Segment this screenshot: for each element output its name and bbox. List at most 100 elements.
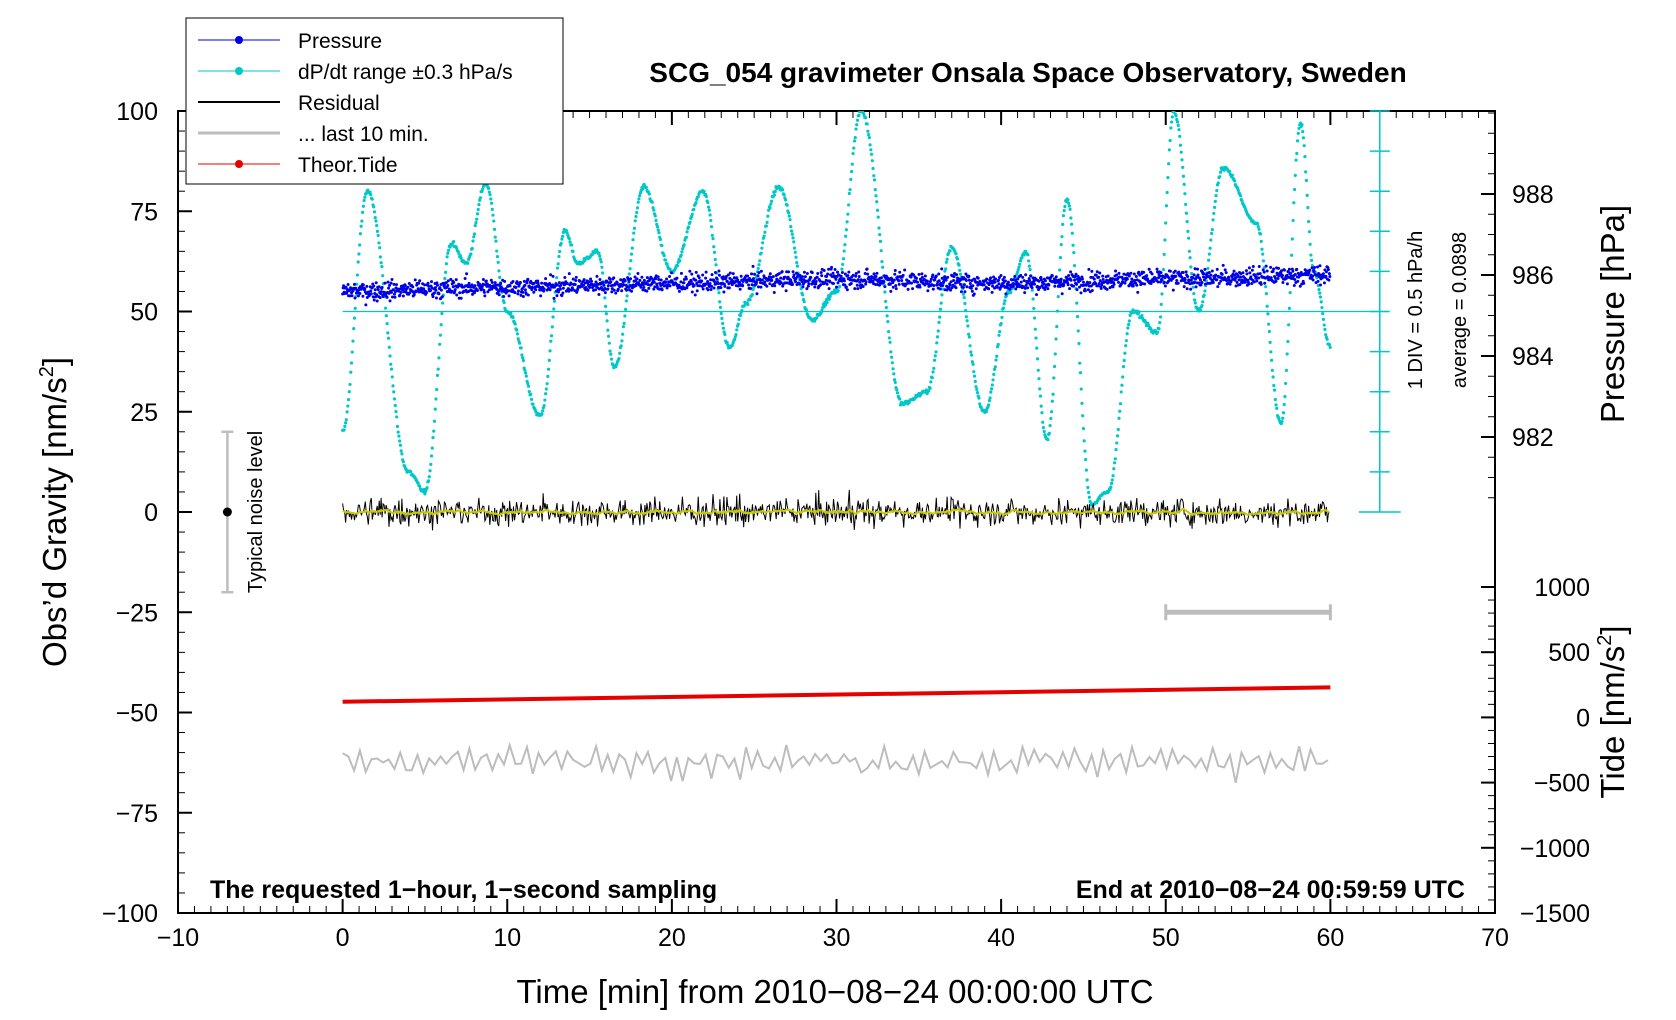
dpdt-point [389,362,393,366]
pressure-point [422,287,426,291]
dpdt-point [480,189,484,194]
pressure-point [1271,269,1275,273]
pressure-point [677,289,681,293]
pressure-point [470,283,474,287]
dpdt-point [938,307,943,311]
pressure-point [1295,267,1299,271]
pressure-point [836,281,840,285]
dpdt-point [409,470,413,474]
pressure-point [1083,289,1087,293]
pressure-point [401,294,405,298]
dpdt-point [875,200,879,204]
dpdt-point [722,330,726,334]
pressure-point [1014,287,1018,291]
dpdt-point [1270,368,1274,372]
dpdt-point [758,259,762,263]
dpdt-point [1236,188,1240,192]
dpdt-point [489,201,494,205]
dpdt-point [373,216,377,220]
pressure-point [864,280,868,284]
dpdt-point [527,390,531,394]
dpdt-point [1272,388,1277,392]
pressure-point [388,283,392,287]
pressure-point [521,295,525,299]
pressure-point [358,292,362,296]
dpdt-point [621,325,625,329]
pressure-point [1117,280,1121,284]
dpdt-point [706,205,711,209]
pressure-point [1039,275,1043,279]
pressure-point [514,285,518,289]
pressure-point [715,277,719,281]
dpdt-point [889,350,893,354]
dpdt-point [766,214,770,218]
pressure-point [866,272,870,276]
dpdt-point [524,374,528,378]
dpdt-point [346,398,351,402]
pressure-point [555,283,559,287]
dpdt-point [604,304,608,308]
pressure-point [935,282,939,286]
dpdt-point [1041,420,1045,424]
pressure-point [694,278,698,282]
pressure-point [640,275,644,279]
pressure-point [846,274,850,278]
dpdt-point [351,339,355,343]
dpdt-point [1273,397,1277,402]
dpdt-point [992,367,997,371]
pressure-point [642,286,646,290]
dpdt-point [656,228,660,232]
pressure-point [820,274,824,278]
dpdt-point [1227,169,1231,173]
dpdt-point [1048,423,1052,428]
dpdt-point [1070,231,1074,235]
pressure-point [522,279,526,283]
pressure-point [519,293,523,297]
dpdt-point [1269,350,1273,354]
pressure-point [1324,274,1328,278]
dpdt-point [655,225,660,229]
dpdt-point [347,390,351,394]
dpdt-point [599,260,603,264]
pressure-point [430,280,434,284]
pressure-point [1237,278,1241,282]
y-tick-label: −50 [116,700,158,728]
pressure-point [387,286,391,290]
pressure-point [1226,281,1230,285]
dpdt-point [1295,139,1300,143]
pressure-point [1146,277,1150,281]
pressure-point [475,288,479,292]
pressure-point [1047,283,1051,287]
pressure-point [561,291,565,295]
dpdt-point [1310,263,1314,268]
dpdt-point [1124,344,1128,348]
dpdt-point [471,239,475,243]
dpdt-point [898,397,902,401]
dpdt-point [493,235,497,239]
pressure-point [1298,284,1302,288]
pressure-point [571,277,575,281]
pressure-point [1274,279,1278,283]
dpdt-point [954,252,958,256]
pressure-point [726,273,730,277]
pressure-point [1216,285,1220,289]
pressure-point [1244,269,1248,273]
dpdt-point [1207,258,1211,262]
dpdt-point [696,195,700,199]
pressure-point [1123,281,1127,285]
pressure-point [1129,271,1133,275]
pressure-point [391,288,395,292]
dpdt-point [709,218,713,223]
pressure-point [490,287,494,291]
dpdt-point [1059,243,1063,247]
dpdt-point [1081,414,1085,418]
pressure-point [412,293,416,297]
pressure-point [1221,263,1225,267]
dpdt-point [502,300,506,305]
pressure-point [536,279,540,283]
pressure-point [1081,280,1085,284]
dpdt-point [1040,411,1044,415]
dpdt-point [1214,193,1218,198]
pressure-point [1143,282,1147,286]
pressure-point [1072,284,1076,288]
